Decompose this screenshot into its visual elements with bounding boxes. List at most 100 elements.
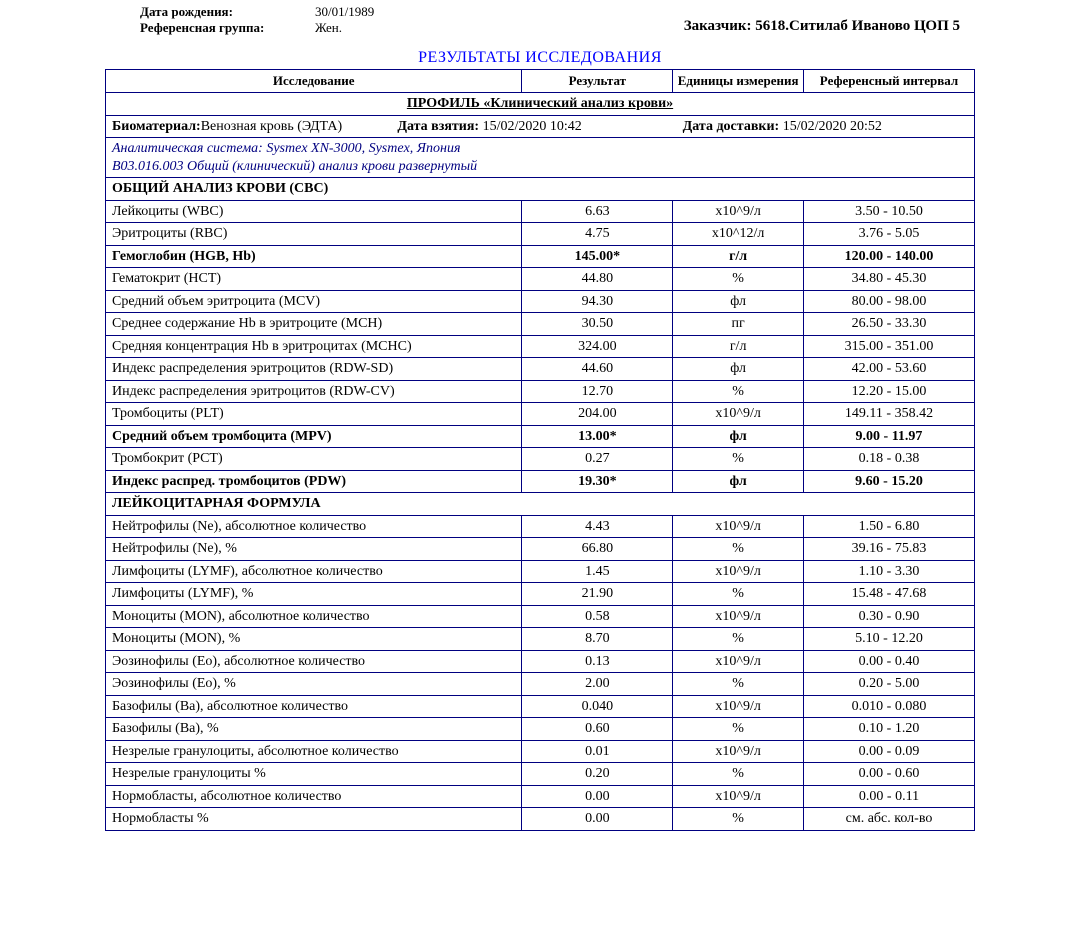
test-name: Средний объем тромбоцита (MPV) (106, 425, 522, 448)
dob-value: 30/01/1989 (315, 4, 374, 20)
test-result: 2.00 (522, 673, 673, 696)
test-name: Эозинофилы (Eo), абсолютное количество (106, 650, 522, 673)
test-result: 30.50 (522, 313, 673, 336)
test-result: 44.80 (522, 268, 673, 291)
test-unit: x10^9/л (673, 403, 804, 426)
test-ref: 0.30 - 0.90 (804, 605, 975, 628)
test-ref: 9.00 - 11.97 (804, 425, 975, 448)
test-ref: 34.80 - 45.30 (804, 268, 975, 291)
test-ref: 1.50 - 6.80 (804, 515, 975, 538)
test-name: Лимфоциты (LYMF), абсолютное количество (106, 560, 522, 583)
profile-row: ПРОФИЛЬ «Клинический анализ крови» (106, 93, 975, 116)
test-name: Индекс распределения эритроцитов (RDW-SD… (106, 358, 522, 381)
bio-label: Биоматериал: (112, 119, 201, 134)
dob-label: Дата рождения: (140, 4, 315, 20)
test-name: Базофилы (Ba), абсолютное количество (106, 695, 522, 718)
test-name: Средний объем эритроцита (MCV) (106, 290, 522, 313)
test-ref: 15.48 - 47.68 (804, 583, 975, 606)
test-ref: 315.00 - 351.00 (804, 335, 975, 358)
test-ref: 0.010 - 0.080 (804, 695, 975, 718)
test-result: 1.45 (522, 560, 673, 583)
analytic-line1: Аналитическая система: Sysmex XN-3000, S… (112, 140, 968, 158)
test-ref: 120.00 - 140.00 (804, 245, 975, 268)
table-row: Индекс распределения эритроцитов (RDW-CV… (106, 380, 975, 403)
test-unit: фл (673, 470, 804, 493)
test-result: 0.27 (522, 448, 673, 471)
test-ref: 1.10 - 3.30 (804, 560, 975, 583)
test-result: 66.80 (522, 538, 673, 561)
test-ref: 5.10 - 12.20 (804, 628, 975, 651)
test-name: Незрелые гранулоциты % (106, 763, 522, 786)
test-unit: фл (673, 290, 804, 313)
test-result: 0.58 (522, 605, 673, 628)
results-table: Исследование Результат Единицы измерения… (105, 69, 975, 831)
test-name: Моноциты (MON), % (106, 628, 522, 651)
test-name: Средняя концентрация Hb в эритроцитах (M… (106, 335, 522, 358)
biomaterial-row: Биоматериал:Венозная кровь (ЭДТА) Дата в… (106, 115, 975, 138)
test-name: Гемоглобин (HGB, Hb) (106, 245, 522, 268)
test-name: Индекс распред. тромбоцитов (PDW) (106, 470, 522, 493)
test-ref: 80.00 - 98.00 (804, 290, 975, 313)
test-name: Тромбокрит (PCT) (106, 448, 522, 471)
col-header-ref: Референсный интервал (804, 70, 975, 93)
test-unit: % (673, 673, 804, 696)
table-row: Лейкоциты (WBC)6.63x10^9/л3.50 - 10.50 (106, 200, 975, 223)
taken-label: Дата взятия: (397, 119, 479, 134)
test-unit: % (673, 583, 804, 606)
test-name: Нейтрофилы (Ne), абсолютное количество (106, 515, 522, 538)
col-header-result: Результат (522, 70, 673, 93)
test-name: Нормобласты % (106, 808, 522, 831)
test-ref: 0.00 - 0.60 (804, 763, 975, 786)
test-unit: фл (673, 425, 804, 448)
table-row: Лимфоциты (LYMF), абсолютное количество1… (106, 560, 975, 583)
table-row: Лимфоциты (LYMF), %21.90%15.48 - 47.68 (106, 583, 975, 606)
test-ref: см. абс. кол-во (804, 808, 975, 831)
test-ref: 9.60 - 15.20 (804, 470, 975, 493)
test-unit: x10^12/л (673, 223, 804, 246)
test-result: 44.60 (522, 358, 673, 381)
test-result: 4.43 (522, 515, 673, 538)
test-result: 19.30* (522, 470, 673, 493)
table-row: Базофилы (Ba), %0.60%0.10 - 1.20 (106, 718, 975, 741)
header-block: Дата рождения: 30/01/1989 Референсная гр… (10, 0, 1070, 43)
test-ref: 149.11 - 358.42 (804, 403, 975, 426)
test-unit: x10^9/л (673, 560, 804, 583)
test-name: Эритроциты (RBC) (106, 223, 522, 246)
test-ref: 42.00 - 53.60 (804, 358, 975, 381)
test-unit: % (673, 448, 804, 471)
test-unit: % (673, 538, 804, 561)
test-result: 0.00 (522, 785, 673, 808)
table-row: Нейтрофилы (Ne), абсолютное количество4.… (106, 515, 975, 538)
test-result: 0.20 (522, 763, 673, 786)
test-unit: г/л (673, 245, 804, 268)
col-header-name: Исследование (106, 70, 522, 93)
test-result: 4.75 (522, 223, 673, 246)
test-unit: % (673, 268, 804, 291)
table-row: Средний объем эритроцита (MCV)94.30фл80.… (106, 290, 975, 313)
test-unit: x10^9/л (673, 785, 804, 808)
test-unit: пг (673, 313, 804, 336)
table-row: Нормобласты %0.00%см. абс. кол-во (106, 808, 975, 831)
test-result: 94.30 (522, 290, 673, 313)
test-name: Среднее содержание Hb в эритроците (MCH) (106, 313, 522, 336)
test-unit: x10^9/л (673, 740, 804, 763)
table-row: Эозинофилы (Eo), %2.00%0.20 - 5.00 (106, 673, 975, 696)
table-row: Индекс распред. тромбоцитов (PDW)19.30*ф… (106, 470, 975, 493)
analytic-row: Аналитическая система: Sysmex XN-3000, S… (106, 138, 975, 178)
test-name: Базофилы (Ba), % (106, 718, 522, 741)
taken-value: 15/02/2020 10:42 (483, 119, 582, 134)
test-unit: x10^9/л (673, 605, 804, 628)
refgroup-value: Жен. (315, 20, 342, 36)
table-row: Моноциты (MON), %8.70%5.10 - 12.20 (106, 628, 975, 651)
table-row: Нормобласты, абсолютное количество0.00x1… (106, 785, 975, 808)
test-unit: г/л (673, 335, 804, 358)
delivered-value: 15/02/2020 20:52 (783, 119, 882, 134)
test-ref: 0.00 - 0.11 (804, 785, 975, 808)
table-row: Незрелые гранулоциты, абсолютное количес… (106, 740, 975, 763)
test-result: 0.00 (522, 808, 673, 831)
test-name: Нормобласты, абсолютное количество (106, 785, 522, 808)
test-result: 204.00 (522, 403, 673, 426)
test-ref: 0.18 - 0.38 (804, 448, 975, 471)
profile-title: ПРОФИЛЬ «Клинический анализ крови» (106, 93, 975, 116)
test-name: Лимфоциты (LYMF), % (106, 583, 522, 606)
